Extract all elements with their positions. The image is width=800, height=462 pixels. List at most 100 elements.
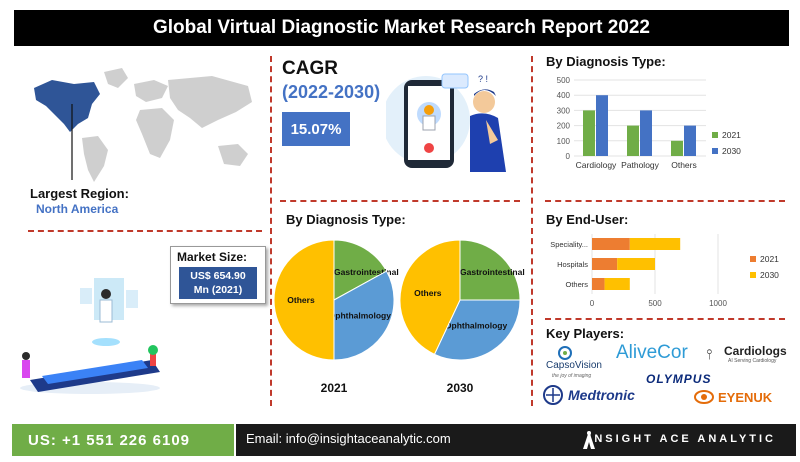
brand-logo-icon — [582, 429, 596, 451]
enduser-category-label: Others — [565, 280, 588, 289]
bar-x-tick: Pathology — [621, 160, 660, 170]
bar-mark-2030-pathology — [640, 110, 652, 156]
bar-mark-2030-cardiology — [596, 95, 608, 156]
bar-y-tick: 300 — [557, 106, 571, 115]
key-players-title: Key Players: — [546, 326, 625, 341]
bar-x-tick: Cardiology — [576, 160, 617, 170]
pie-slice-label: Others — [287, 295, 315, 305]
capsovision-tagline: the joy of imaging — [552, 373, 592, 379]
pie-slice-label: Gastrointestinal — [334, 267, 399, 277]
pie-slice-2030-others — [399, 240, 461, 355]
chat-bubble-icon — [441, 73, 469, 89]
divider-left — [270, 56, 272, 406]
enduser-x-tick: 500 — [648, 299, 662, 308]
pie-slice-label: Ophthalmology — [445, 320, 508, 330]
eyenuk-name: EYENUK — [718, 390, 773, 405]
medtronic-logo-icon — [543, 385, 563, 405]
capsovision-logo-icon — [558, 346, 572, 360]
bar-mark-2030-others — [684, 125, 696, 156]
pie-slice-label: Ophthalmology — [329, 310, 392, 320]
enduser-legend-label: 2030 — [760, 270, 779, 280]
enduser-category-label: Speciality... — [550, 240, 588, 249]
pie-slice-2021-gastrointestinal — [333, 240, 388, 301]
patient-body — [470, 113, 506, 172]
map-north-america — [34, 80, 100, 132]
cagr-value: 15.07% — [282, 112, 350, 146]
market-size-label: Market Size: — [177, 250, 248, 264]
key-player-olympus: OLYMPUS — [646, 372, 712, 386]
patient-head — [473, 91, 495, 113]
enduser-legend-label: 2021 — [760, 254, 779, 264]
end-call-icon — [424, 143, 434, 153]
divider-right-h1 — [545, 200, 785, 202]
pie-caption-2030: 2030 — [447, 381, 474, 395]
divider-right-h2 — [545, 318, 785, 320]
doctor-head — [101, 289, 111, 299]
map-europe — [134, 80, 168, 102]
map-africa — [136, 108, 174, 158]
footer-email[interactable]: Email: info@insightaceanalytic.com — [246, 431, 451, 446]
bar-legend-label: 2021 — [722, 130, 741, 140]
divider-right — [531, 56, 533, 406]
footer-brand: INSIGHT ACE ANALYTIC — [588, 433, 776, 445]
enduser-bar-2030-2 — [604, 278, 630, 290]
pie-caption-2021: 2021 — [321, 381, 348, 395]
device-screen — [42, 360, 148, 384]
footer-bar: Email: info@insightaceanalytic.com INSIG… — [236, 424, 796, 456]
enduser-category-label: Hospitals — [557, 260, 588, 269]
enduser-x-tick: 1000 — [709, 299, 727, 308]
enduser-bar-2021-1 — [592, 258, 618, 270]
cagr-years: (2022-2030) — [282, 82, 381, 102]
diagnosis-bar-chart: 0 100 200 300 400 500 Cardiology Pathology Other… — [557, 76, 742, 170]
enduser-bar-2021-0 — [592, 238, 630, 250]
pie-slice-2021-ophthalmology — [333, 270, 395, 361]
market-size-line1: US$ 654.90 — [190, 270, 246, 282]
largest-region-value: North America — [36, 202, 119, 216]
diagnosis-pie-charts: Gastrointestinal Ophthalmology Others 2021 G… — [273, 240, 525, 395]
pie-slice-2030-ophthalmology — [433, 299, 521, 361]
pie-slice-2030-gastrointestinal — [459, 240, 521, 301]
bar-legend-swatch — [712, 148, 718, 154]
bar-y-tick: 100 — [557, 137, 571, 146]
pie-section-title: By Diagnosis Type: — [286, 212, 406, 227]
pie-slice-label: Gastrointestinal — [460, 267, 525, 277]
world-map — [34, 68, 252, 182]
largest-region-label: Largest Region: — [30, 186, 129, 201]
key-player-capsovision: CapsoVision the joy of imaging — [546, 346, 612, 380]
map-asia — [168, 76, 252, 128]
market-size-value: US$ 654.90 Mn (2021) — [179, 267, 257, 299]
bar-legend-label: 2030 — [722, 146, 741, 156]
bar-y-tick: 200 — [557, 122, 571, 131]
enduser-bar-2030-1 — [617, 258, 655, 270]
map-south-america — [82, 136, 108, 182]
market-size-line2: Mn (2021) — [193, 284, 243, 296]
bar-mark-2021-cardiology — [583, 110, 595, 156]
enduser-x-tick: 0 — [590, 299, 595, 308]
map-greenland — [104, 68, 128, 88]
patient-figure — [22, 360, 30, 378]
bar-section-title: By Diagnosis Type: — [546, 54, 666, 69]
bar-legend-swatch — [712, 132, 718, 138]
bar-x-tick: Others — [671, 160, 697, 170]
divider-left-h — [28, 230, 262, 232]
bar-y-tick: 0 — [566, 152, 571, 161]
enduser-bar-chart: 0 500 1000 Speciality... Hospitals Others 2021… — [550, 234, 779, 308]
bar-mark-2021-others — [671, 140, 683, 156]
pie-slice-2021-others — [273, 240, 335, 361]
bar-y-tick: 400 — [557, 91, 571, 100]
enduser-legend-swatch — [750, 256, 756, 262]
enduser-section-title: By End-User: — [546, 212, 629, 227]
phone-illustration — [20, 278, 160, 394]
plant — [150, 354, 156, 366]
map-australia — [218, 144, 248, 166]
enduser-legend-swatch — [750, 272, 756, 278]
medtronic-name: Medtronic — [568, 387, 635, 403]
bar-y-tick: 500 — [557, 76, 571, 85]
bar-mark-2021-pathology — [627, 125, 639, 156]
divider-mid-h — [280, 200, 520, 202]
capsovision-name: CapsoVision — [546, 360, 602, 371]
footer-phone[interactable]: US: +1 551 226 6109 — [12, 424, 234, 456]
eyenuk-logo-icon — [694, 390, 714, 404]
enduser-bar-2021-2 — [592, 278, 605, 290]
cardiologs-name: Cardiologs — [724, 344, 787, 358]
